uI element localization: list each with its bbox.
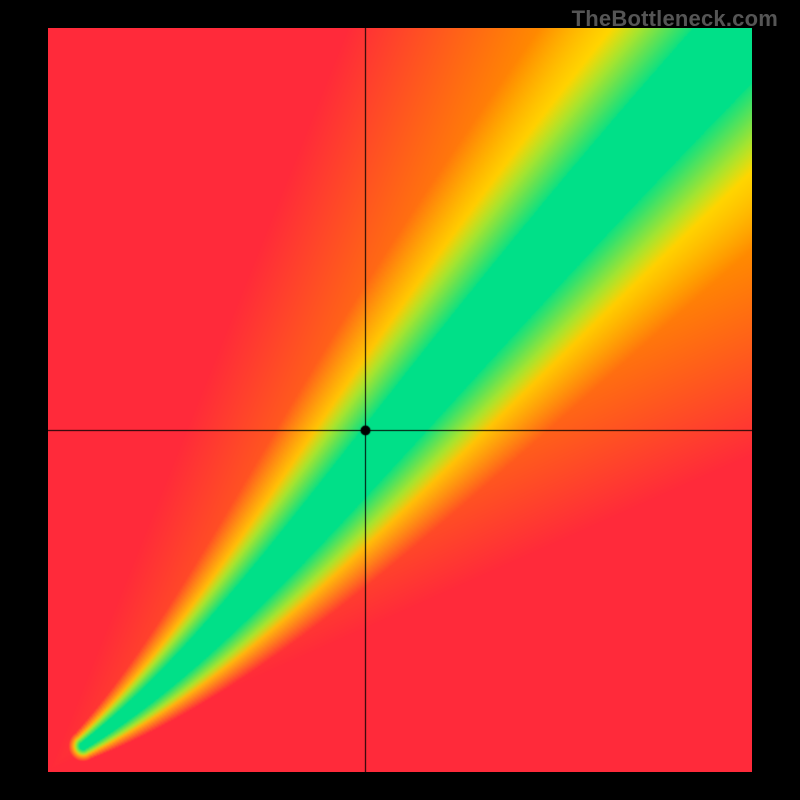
watermark-text: TheBottleneck.com — [572, 6, 778, 32]
chart-frame: TheBottleneck.com — [0, 0, 800, 800]
bottleneck-heatmap — [48, 28, 752, 772]
